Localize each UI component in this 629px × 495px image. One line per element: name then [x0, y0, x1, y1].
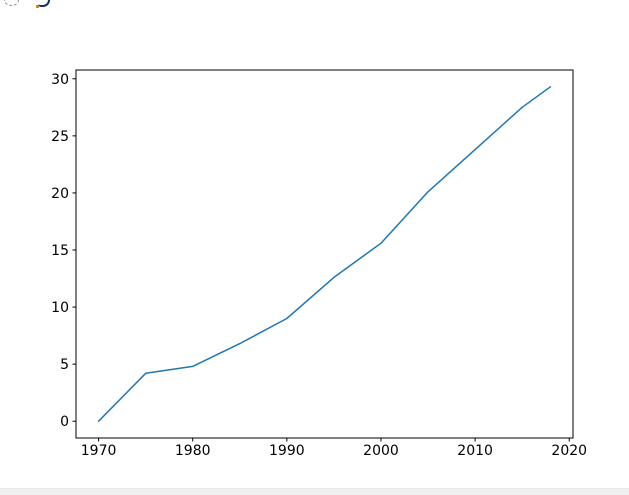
y-tick-label: 25: [51, 129, 69, 145]
x-tick-label: 2000: [363, 443, 399, 459]
y-tick-label: 20: [51, 186, 69, 202]
cropped-hook-icon: [36, 0, 50, 8]
cropped-hook-icon-tail: [36, 5, 39, 8]
plot-spines: [75, 69, 574, 439]
x-tick-label: 2020: [551, 443, 587, 459]
taskbar-edge: [0, 488, 629, 495]
y-tick-label: 30: [51, 72, 69, 88]
y-tick-label: 0: [60, 414, 69, 430]
x-tick-label: 1980: [175, 443, 211, 459]
data-line-series-1: [97, 86, 552, 422]
x-tick-label: 2010: [457, 443, 493, 459]
y-tick-label: 10: [51, 300, 69, 316]
x-tick-label: 1970: [81, 443, 117, 459]
y-tick-label: 15: [51, 243, 69, 259]
y-tick-label: 5: [60, 357, 69, 373]
x-tick-label: 1990: [269, 443, 305, 459]
